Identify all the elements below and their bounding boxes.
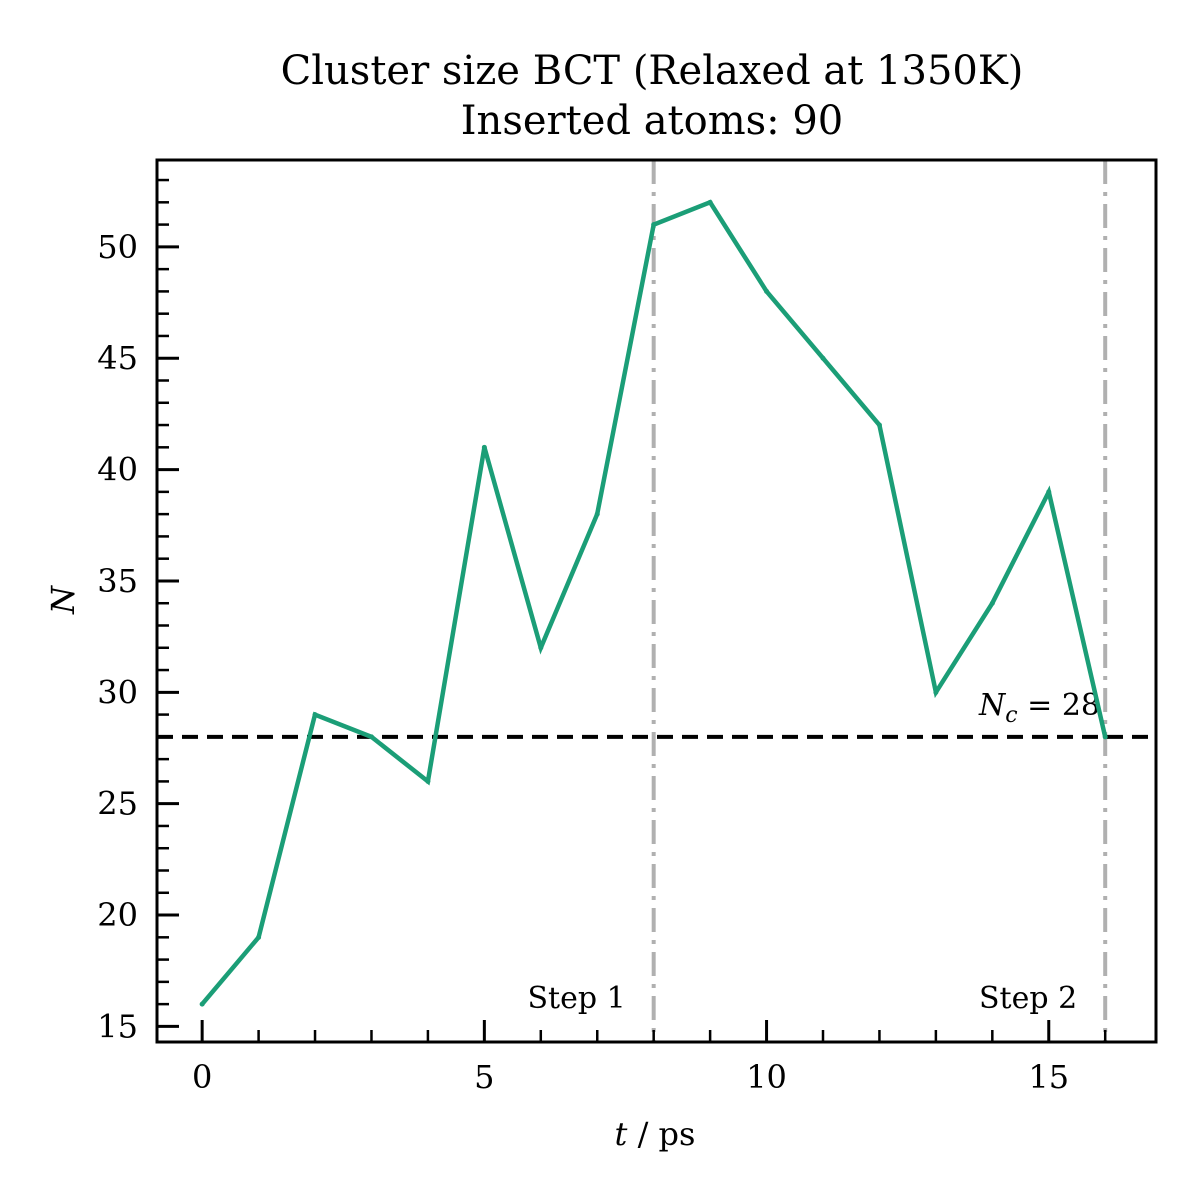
x-tick-label: 15 [1028,1058,1069,1096]
data-point-1-2 [312,712,318,718]
data-point-1-8 [651,222,657,228]
data-point-1-7 [594,511,600,517]
y-tick-label: 15 [97,1007,138,1045]
x-tick-label: 0 [192,1058,212,1096]
threshold-label-subscript: c [1005,703,1017,728]
plot-area: Step 1 Step 2 Nc = 28 0 5 10 15 15 20 25 30 35 40 45 5… [97,158,1158,1096]
data-point-1-9 [707,199,713,205]
data-point-1-12 [876,422,882,428]
y-tick-label: 45 [97,339,138,377]
x-axis-label: t / ps [615,1115,696,1153]
x-tick-label: 10 [746,1058,787,1096]
step-label-1: Step 1 [527,981,625,1016]
x-tick-label: 5 [474,1058,494,1096]
y-tick-label: 25 [97,785,138,823]
data-point-1-0 [199,1001,205,1007]
y-tick-label: 30 [97,673,138,711]
data-point-1-14 [989,600,995,606]
threshold-label-variable: N [978,688,1007,723]
y-tick-label: 50 [97,228,138,266]
threshold-label: Nc = 28 [978,688,1100,728]
data-point-1-1 [256,934,262,940]
y-tick-label: 35 [97,562,138,600]
data-point-1-5 [481,444,487,450]
data-point-1-13 [933,689,939,695]
data-point-1-16 [1102,734,1108,740]
step-label-2: Step 2 [979,981,1077,1016]
threshold-label-value: = 28 [1018,688,1100,723]
data-point-1-4 [425,778,431,784]
y-tick-label: 20 [97,896,138,934]
data-point-1-10 [764,288,770,294]
data-point-1-6 [538,645,544,651]
axes-frame [155,158,1158,1044]
y-tick-label: 40 [97,451,138,489]
data-point-1-11 [820,355,826,361]
y-axis-label: N [44,585,82,615]
chart-title-line-1: Cluster size BCT (Relaxed at 1350K) [281,48,1024,94]
x-axis-label-variable: t [615,1115,628,1153]
data-point-1-3 [368,734,374,740]
x-axis-label-unit: / ps [627,1115,695,1153]
chart-title-line-2: Inserted atoms: 90 [461,98,844,144]
data-point-1-15 [1046,489,1052,495]
